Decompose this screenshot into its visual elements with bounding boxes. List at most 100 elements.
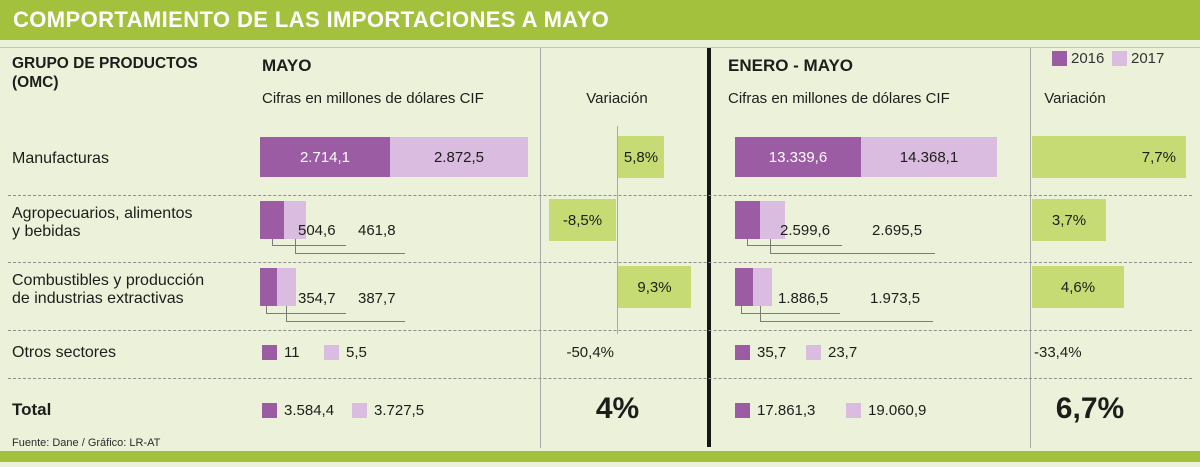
title-bar: COMPORTAMIENTO DE LAS IMPORTACIONES A MA…	[0, 0, 1200, 40]
callout-line	[266, 313, 346, 314]
callout-line	[295, 253, 405, 254]
group-header-line2: (OMC)	[12, 74, 59, 91]
enero-variation-header: Variación	[1044, 90, 1106, 107]
callout-line	[272, 239, 273, 245]
row-label-combustibles-line2: de industrias extractivas	[12, 290, 184, 307]
legend-label-2016: 2016	[1071, 50, 1105, 67]
legend-swatch-2017	[1112, 51, 1127, 66]
bar-2016	[735, 268, 753, 306]
callout-line	[760, 306, 761, 321]
variation-value: -50,4%	[566, 344, 614, 361]
swatch-2016	[262, 345, 277, 360]
swatch-2017	[324, 345, 339, 360]
enero-bars-agropecuarios	[735, 201, 785, 239]
swatch-2017	[352, 403, 367, 418]
callout-line	[741, 313, 840, 314]
callout-line	[747, 239, 748, 245]
bar-2017	[277, 268, 296, 306]
row-separator	[8, 378, 1192, 379]
total-variation-enero: 6,7%	[1055, 392, 1125, 425]
bar-value-2017: 19.060,9	[868, 402, 927, 419]
bar-value-2017: 387,7	[358, 290, 396, 307]
mayo-variation-axis	[617, 126, 618, 334]
callout-line	[286, 306, 287, 321]
callout-line	[770, 253, 935, 254]
bar-value-2016: 504,6	[298, 222, 336, 239]
callout-line	[770, 239, 771, 253]
bar-value-2017: 23,7	[828, 344, 858, 361]
section-divider-thick	[707, 48, 711, 447]
swatch-2017	[806, 345, 821, 360]
variation-box: -8,5%	[549, 199, 616, 241]
swatch-2016	[735, 345, 750, 360]
bar-value-2017: 5,5	[346, 344, 367, 361]
swatch-2016	[262, 403, 277, 418]
row-label-otros-sectores: Otros sectores	[12, 344, 117, 361]
bar-value-2016: 354,7	[298, 290, 336, 307]
top-rule	[0, 47, 1200, 48]
mayo-subtitle: Cifras en millones de dólares CIF	[262, 90, 484, 107]
callout-line	[266, 306, 267, 313]
callout-line	[295, 239, 296, 253]
bar-value-2017: 461,8	[358, 222, 396, 239]
variation-box: 5,8%	[618, 136, 664, 178]
mayo-bars-manufacturas: 2.714,1 2.872,5	[260, 137, 528, 177]
page-title: COMPORTAMIENTO DE LAS IMPORTACIONES A MA…	[13, 7, 610, 32]
row-label-manufacturas: Manufacturas	[12, 150, 109, 167]
mayo-section-title: MAYO	[262, 56, 312, 75]
row-label-agropecuarios-line2: y bebidas	[12, 223, 81, 240]
bar-2016	[260, 268, 277, 306]
row-separator	[8, 330, 1192, 331]
mayo-bars-agropecuarios	[260, 201, 306, 239]
variation-value: -33,4%	[1034, 344, 1082, 361]
variation-box: 7,7%	[1032, 136, 1186, 178]
bar-value-2016: 2.599,6	[780, 222, 831, 239]
bar-value-2016: 1.886,5	[778, 290, 829, 307]
bar-value-2017: 2.695,5	[872, 222, 923, 239]
row-label-combustibles-line1: Combustibles y producción	[12, 272, 205, 289]
callout-line	[741, 306, 742, 313]
bar-value-2016: 3.584,4	[284, 402, 335, 419]
row-separator	[8, 262, 1192, 263]
enero-subtitle: Cifras en millones de dólares CIF	[728, 90, 950, 107]
enero-section-title: ENERO - MAYO	[728, 56, 854, 75]
enero-variation-axis	[1030, 48, 1031, 448]
bar-value-2016: 17.861,3	[757, 402, 816, 419]
mayo-variation-column-divider	[540, 48, 541, 448]
legend-label-2017: 2017	[1131, 50, 1165, 67]
callout-line	[286, 321, 405, 322]
legend-swatch-2016	[1052, 51, 1067, 66]
callout-line	[760, 321, 933, 322]
swatch-2016	[735, 403, 750, 418]
row-separator	[8, 195, 1192, 196]
total-variation-mayo: 4%	[595, 392, 640, 425]
variation-box: 9,3%	[618, 266, 691, 308]
bar-2017	[760, 201, 785, 239]
callout-line	[272, 245, 346, 246]
bar-2017: 14.368,1	[861, 137, 997, 177]
row-label-agropecuarios-line1: Agropecuarios, alimentos	[12, 205, 193, 222]
bar-value-2016: 35,7	[757, 344, 787, 361]
bar-2016: 13.339,6	[735, 137, 861, 177]
bar-2016	[260, 201, 284, 239]
bar-2017	[753, 268, 772, 306]
bar-2016	[735, 201, 760, 239]
bar-value-2017: 3.727,5	[374, 402, 425, 419]
row-label-total: Total	[12, 400, 52, 419]
bar-2016: 2.714,1	[260, 137, 390, 177]
group-header-line1: GRUPO DE PRODUCTOS	[12, 55, 198, 72]
mayo-variation-header: Variación	[586, 90, 648, 107]
bar-2017: 2.872,5	[390, 137, 528, 177]
bar-value-2016: 11	[284, 344, 300, 361]
callout-line	[747, 245, 842, 246]
swatch-2017	[846, 403, 861, 418]
mayo-bars-combustibles	[260, 268, 296, 306]
bar-value-2017: 1.973,5	[870, 290, 921, 307]
bar-2017	[284, 201, 306, 239]
variation-box: 3,7%	[1032, 199, 1106, 241]
bottom-strip	[0, 451, 1200, 462]
enero-bars-combustibles	[735, 268, 772, 306]
variation-box: 4,6%	[1032, 266, 1124, 308]
enero-bars-manufacturas: 13.339,6 14.368,1	[735, 137, 997, 177]
